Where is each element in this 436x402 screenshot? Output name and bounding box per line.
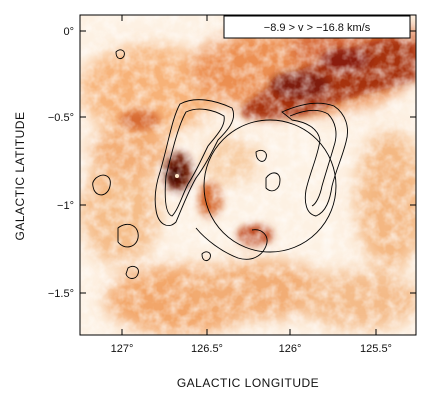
y-axis-ticks	[80, 30, 416, 294]
contour-east-arc-inner	[289, 109, 337, 207]
contour-small-1	[125, 265, 139, 279]
contour-shell-inner	[164, 108, 225, 217]
x-tick-label: 125.5°	[360, 343, 392, 355]
plot-frame	[79, 14, 417, 336]
shell-boundary-ellipse	[203, 119, 337, 253]
legend-box	[223, 15, 411, 39]
x-tick-label: 127°	[111, 343, 134, 355]
y-tick-label: −1.5°	[48, 288, 74, 300]
y-tick-label: 0°	[63, 26, 74, 38]
y-tick-label: −0.5°	[48, 112, 74, 124]
y-tick-label: −1°	[57, 200, 74, 212]
contour-small-4	[255, 149, 267, 162]
x-tick-label: 126.5°	[191, 343, 223, 355]
contour-east-arc	[281, 102, 348, 217]
emission-map	[80, 15, 416, 335]
intensity-contours	[92, 49, 348, 279]
x-axis-title: GALACTIC LONGITUDE	[177, 376, 319, 390]
contour-shell-outer	[154, 99, 234, 226]
contour-small-2	[115, 49, 125, 60]
x-tick-labels: 127° 126.5° 126° 125.5°	[111, 343, 392, 355]
contour-south-arc	[195, 227, 268, 260]
contour-small-5	[201, 251, 211, 262]
velocity-range-text: −8.9 > v > −16.8 km/s	[264, 22, 371, 34]
contour-west-patch	[92, 174, 111, 196]
contour-small-3	[265, 172, 281, 192]
velocity-range-legend: −8.9 > v > −16.8 km/s	[223, 15, 411, 39]
x-tick-label: 126°	[279, 343, 302, 355]
y-axis-title: GALACTIC LATITUDE	[13, 112, 27, 241]
contour-west-patch-2	[117, 224, 139, 248]
y-tick-labels: 0° −0.5° −1° −1.5°	[48, 26, 74, 300]
